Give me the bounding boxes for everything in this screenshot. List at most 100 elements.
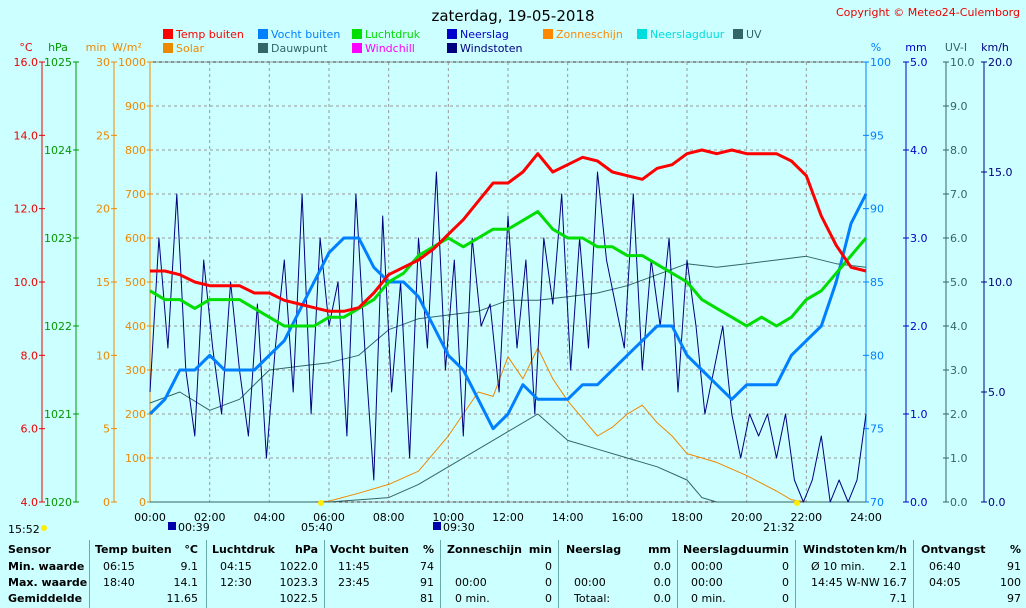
x-tick-label: 02:00 xyxy=(194,511,226,524)
table-cell: 0 xyxy=(545,560,552,573)
legend-label: Zonneschijn xyxy=(556,28,623,41)
axis-tick-label-precip: 3.0 xyxy=(910,232,928,245)
axis-tick-label-solar: 100 xyxy=(125,452,146,465)
table-cell: Max. waarde xyxy=(8,576,88,589)
table-row: Max. waarde 18:40 14.1 12:30 1023.3 23:45 91 00… xyxy=(0,576,1026,592)
table-cell: 74 xyxy=(420,560,434,573)
axis-tick-label-wind: 10.0 xyxy=(988,276,1013,289)
table-cell: 97 xyxy=(1007,592,1021,605)
table-row: Min. waarde 06:15 9.1 04:15 1022.0 11:45 74 0 0.… xyxy=(0,560,1026,576)
table-separator xyxy=(913,540,914,608)
axis-tick-label-precip: 4.0 xyxy=(910,144,928,157)
series-line-uv xyxy=(150,413,866,503)
axis-tick-label-precip: 2.0 xyxy=(910,320,928,333)
table-cell: Gemiddelde xyxy=(8,592,83,605)
axis-tick-label-uv: 8.0 xyxy=(950,144,968,157)
sunset-icon xyxy=(794,500,800,506)
table-cell: % xyxy=(422,543,434,556)
axis-tick-label-humidity: 85 xyxy=(870,276,884,289)
table-cell: 0.0 xyxy=(653,560,672,573)
axis-tick-label-sun_min: 25 xyxy=(96,129,110,142)
axis-tick-label-humidity: 80 xyxy=(870,349,884,362)
x-tick-label: 10:00 xyxy=(432,511,464,524)
chart-title: zaterdag, 19-05-2018 xyxy=(431,7,594,25)
axis-units: °C hPa min W/m²% mm UV-I km/h xyxy=(19,41,1009,54)
axis-tick-label-solar: 700 xyxy=(125,188,146,201)
axis-tick-label-pressure: 1025 xyxy=(44,56,72,69)
axis-tick-label-solar: 600 xyxy=(125,232,146,245)
table-cell: Neerslagduur xyxy=(683,543,768,556)
axis-tick-label-wind: 20.0 xyxy=(988,56,1013,69)
table-cell: °C xyxy=(184,543,198,556)
axis-tick-label-temp: 4.0 xyxy=(21,496,39,509)
axis-unit-sun_min: min xyxy=(86,41,107,54)
legend-swatch xyxy=(637,29,647,39)
table-cell: 00:00 xyxy=(574,576,606,589)
axis-tick-label-solar: 400 xyxy=(125,320,146,333)
legend-swatch xyxy=(352,29,362,39)
x-tick-label: 16:00 xyxy=(611,511,643,524)
table-cell: 04:05 xyxy=(929,576,961,589)
sunrise-icon xyxy=(318,500,324,506)
table-cell: 0.0 xyxy=(653,592,672,605)
axis-tick-label-solar: 900 xyxy=(125,100,146,113)
axis-tick-label-humidity: 70 xyxy=(870,496,884,509)
table-cell: 11.65 xyxy=(166,592,199,605)
legend-label: Solar xyxy=(176,42,205,55)
table-cell: 91 xyxy=(1007,560,1021,573)
table-cell: 18:40 xyxy=(103,576,135,589)
table-cell: 0 min. xyxy=(691,592,726,605)
table-separator xyxy=(558,540,559,608)
table-cell: 11:45 xyxy=(338,560,370,573)
table-cell: Min. waarde xyxy=(8,560,85,573)
legend-swatch xyxy=(543,29,553,39)
x-tick-label: 08:00 xyxy=(373,511,405,524)
table-cell: km/h xyxy=(876,543,907,556)
event-day_start: 15:52 xyxy=(8,523,40,536)
axis-tick-label-pressure: 1020 xyxy=(44,496,72,509)
legend-swatch xyxy=(447,43,457,53)
table-cell: hPa xyxy=(294,543,318,556)
moon-icon xyxy=(168,522,176,530)
axis-tick-label-humidity: 75 xyxy=(870,423,884,436)
axis-tick-label-uv: 9.0 xyxy=(950,100,968,113)
table-cell: 23:45 xyxy=(338,576,370,589)
copyright: Copyright © Meteo24-Culemborg xyxy=(836,6,1020,19)
axis-unit-solar: W/m² xyxy=(112,41,142,54)
axis-tick-label-pressure: 1024 xyxy=(44,144,72,157)
axis-tick-label-solar: 800 xyxy=(125,144,146,157)
legend: Temp buiten Vocht buiten Luchtdruk Neerslag… xyxy=(163,28,762,55)
event-icon1: 00:39 xyxy=(178,521,210,534)
x-tick-label: 12:00 xyxy=(492,511,524,524)
axis-tick-label-solar: 200 xyxy=(125,408,146,421)
x-tick-label: 18:00 xyxy=(671,511,703,524)
table-cell: Totaal: xyxy=(574,592,611,605)
table-cell: 7.1 xyxy=(889,592,908,605)
legend-swatch xyxy=(352,43,362,53)
axis-unit-uv: UV-I xyxy=(945,41,967,54)
sun-marker-icon xyxy=(41,525,47,531)
axis-tick-label-wind: 15.0 xyxy=(988,166,1013,179)
axis-tick-label-uv: 4.0 xyxy=(950,320,968,333)
axis-tick-label-precip: 5.0 xyxy=(910,56,928,69)
legend-label: Dauwpunt xyxy=(271,42,328,55)
table-cell: % xyxy=(1009,543,1021,556)
axis-unit-humidity: % xyxy=(871,41,881,54)
event-icon2: 09:30 xyxy=(443,521,475,534)
table-cell: Sensor xyxy=(8,543,51,556)
axis-unit-wind: km/h xyxy=(981,41,1009,54)
table-cell: 04:15 xyxy=(220,560,252,573)
table-separator xyxy=(89,540,90,608)
series-group xyxy=(148,148,868,503)
table-cell: Ontvangst xyxy=(921,543,986,556)
series-line-luchtdruk xyxy=(149,210,868,328)
axis-tick-label-pressure: 1023 xyxy=(44,232,72,245)
event-sunset: 21:32 xyxy=(763,521,795,534)
table-cell: 1023.3 xyxy=(279,576,319,589)
table-row: Gemiddelde 11.65 1022.5 81 0 min. 0 Totaal: 0.0… xyxy=(0,592,1026,608)
axis-tick-label-solar: 500 xyxy=(125,276,146,289)
events: 15:52 00:39 05:40 09:30 21:32 xyxy=(8,500,800,536)
table-cell: 00:00 xyxy=(455,576,487,589)
legend-label: Neerslag xyxy=(460,28,509,41)
axis-tick-label-uv: 7.0 xyxy=(950,188,968,201)
